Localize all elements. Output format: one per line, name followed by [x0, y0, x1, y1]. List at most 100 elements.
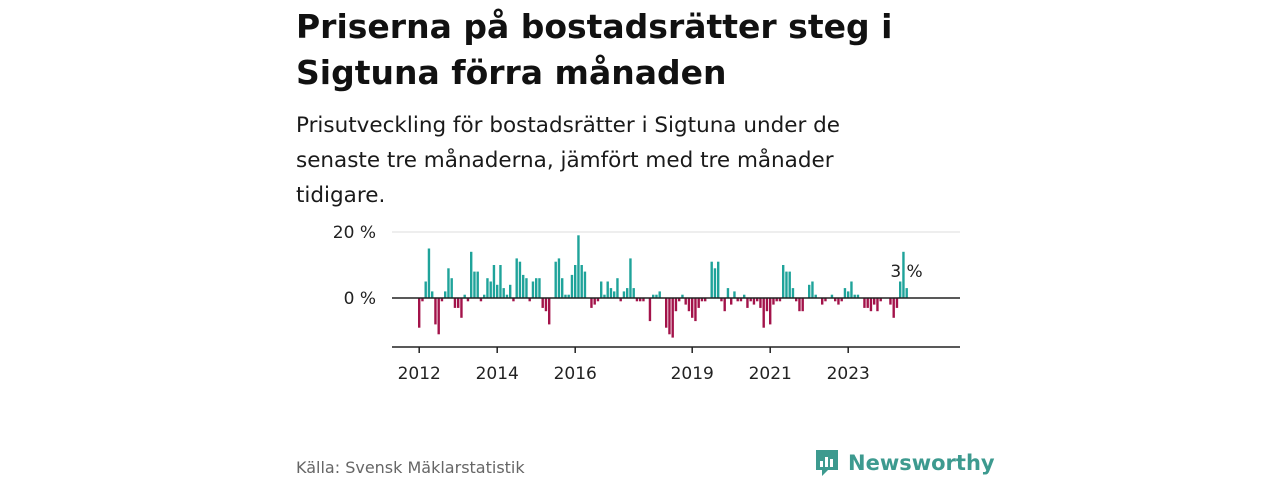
bar — [580, 265, 583, 298]
bar — [785, 271, 788, 298]
bar — [593, 298, 596, 305]
bar — [515, 258, 518, 298]
bar — [739, 298, 743, 302]
bar — [554, 261, 557, 298]
chart-title: Priserna på bostadsrätter steg i Sigtuna… — [296, 7, 893, 92]
y-tick-label: 20 % — [333, 223, 376, 243]
bar — [512, 298, 515, 302]
bar — [837, 298, 840, 305]
bar — [733, 291, 736, 298]
bar — [613, 291, 616, 298]
bar — [583, 271, 587, 298]
bar — [528, 298, 531, 302]
bar — [564, 294, 567, 298]
bar — [746, 298, 749, 308]
bar — [798, 298, 801, 312]
bar — [843, 288, 847, 298]
bar — [453, 298, 457, 308]
bar — [600, 281, 603, 298]
bar — [795, 298, 798, 302]
bar — [505, 294, 509, 298]
bar — [726, 288, 730, 298]
bar — [769, 298, 772, 325]
bar — [525, 278, 528, 298]
bar — [561, 278, 564, 298]
bar — [619, 298, 622, 302]
bar — [821, 298, 824, 305]
bar — [577, 235, 580, 298]
bar — [473, 271, 476, 298]
bar — [775, 298, 778, 302]
bar — [720, 298, 723, 302]
bar — [665, 298, 668, 328]
bar — [557, 258, 561, 298]
bar — [892, 298, 895, 318]
bar — [899, 281, 902, 298]
x-tick-label: 2014 — [476, 364, 519, 384]
bar — [518, 261, 522, 298]
bar — [541, 298, 544, 308]
bar — [697, 298, 700, 308]
last-value-annotation: 3 % — [890, 262, 922, 282]
bar — [756, 298, 759, 302]
bar — [460, 298, 463, 318]
bar — [782, 265, 785, 298]
brand-logo: Newsworthy — [814, 446, 995, 480]
bar — [483, 294, 486, 298]
bar — [609, 288, 613, 298]
bar — [694, 298, 697, 322]
bar — [596, 298, 600, 302]
bar — [895, 298, 899, 308]
bar — [717, 261, 720, 298]
bar — [434, 298, 437, 325]
bar — [531, 281, 535, 298]
bar — [902, 251, 905, 298]
bar — [427, 248, 431, 298]
bar — [850, 281, 853, 298]
bar — [889, 298, 892, 305]
bar — [691, 298, 694, 318]
bar — [658, 291, 661, 298]
bar — [548, 298, 551, 325]
source-note: Källa: Svensk Mäklarstatistik — [296, 458, 525, 477]
bar — [476, 271, 479, 298]
bar — [811, 281, 814, 298]
bar — [652, 294, 655, 298]
y-tick-label: 0 % — [344, 289, 376, 309]
bar — [457, 298, 460, 308]
bar — [590, 298, 593, 308]
bar — [499, 265, 502, 298]
bar — [762, 298, 765, 328]
bar — [752, 298, 756, 305]
bar — [873, 298, 876, 305]
bar — [616, 278, 619, 298]
bar — [463, 294, 466, 298]
chart-card: Priserna på bostadsrätter steg i Sigtuna… — [296, 0, 996, 480]
bar — [772, 298, 775, 305]
bar — [700, 298, 704, 302]
bar — [479, 298, 483, 302]
bar — [470, 251, 473, 298]
bar — [447, 268, 450, 298]
bar — [866, 298, 869, 308]
bar — [622, 291, 626, 298]
bar — [801, 298, 804, 312]
bar — [687, 298, 691, 312]
bar — [648, 298, 652, 322]
bar — [723, 298, 726, 312]
bar — [421, 298, 424, 302]
bar — [570, 274, 574, 298]
x-tick-label: 2019 — [671, 364, 714, 384]
bar — [642, 298, 645, 302]
bar — [743, 294, 746, 298]
bar — [905, 288, 908, 298]
bar — [863, 298, 866, 308]
bar — [492, 265, 496, 298]
bar — [489, 281, 492, 298]
bar — [840, 298, 843, 302]
bar — [544, 298, 548, 312]
x-tick-label: 2023 — [827, 364, 870, 384]
bar — [450, 278, 453, 298]
bar — [788, 271, 791, 298]
bar — [684, 298, 687, 305]
